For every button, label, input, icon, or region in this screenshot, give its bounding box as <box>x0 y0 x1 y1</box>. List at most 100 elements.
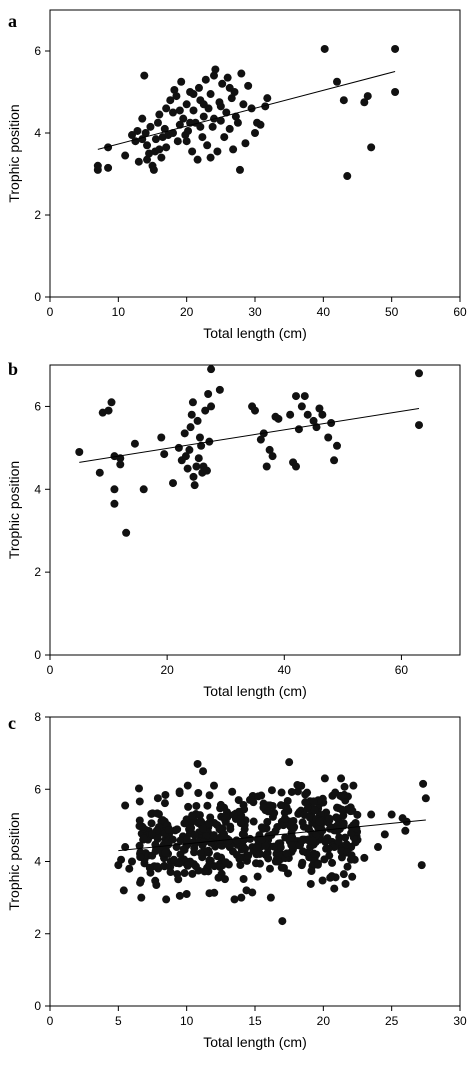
data-point <box>346 855 355 864</box>
data-point <box>188 869 197 878</box>
data-point <box>287 787 296 796</box>
data-point <box>119 886 128 895</box>
data-point <box>130 439 139 448</box>
data-point <box>199 112 208 121</box>
data-point <box>341 833 350 842</box>
data-point <box>285 758 294 767</box>
data-point <box>187 410 196 419</box>
data-point <box>184 802 193 811</box>
data-point <box>257 835 266 844</box>
data-point <box>346 807 355 816</box>
data-point <box>135 816 144 825</box>
data-point <box>235 854 244 863</box>
data-point <box>239 874 248 883</box>
data-point <box>301 790 310 799</box>
data-point <box>230 895 239 904</box>
data-point <box>143 141 152 150</box>
data-point <box>190 481 199 490</box>
data-point <box>138 822 147 831</box>
data-point <box>277 788 286 797</box>
data-point <box>185 445 194 454</box>
data-point <box>210 781 218 790</box>
data-point <box>207 365 216 374</box>
data-point <box>218 79 227 88</box>
data-point <box>161 790 170 799</box>
data-point <box>176 836 185 845</box>
data-point <box>173 825 182 834</box>
data-point <box>276 801 285 810</box>
data-point <box>321 838 330 847</box>
data-point <box>137 893 146 902</box>
x-tick-label: 0 <box>47 663 54 677</box>
data-point <box>303 804 312 813</box>
data-point <box>138 135 147 144</box>
data-point <box>244 851 253 860</box>
data-point <box>175 891 184 900</box>
x-tick-label: 30 <box>453 1014 467 1028</box>
data-point <box>276 843 285 852</box>
data-point <box>122 528 131 537</box>
data-point <box>249 798 258 807</box>
data-point <box>182 100 191 109</box>
data-point <box>326 824 335 833</box>
x-tick-label: 50 <box>385 305 399 319</box>
data-point <box>330 884 339 893</box>
data-point <box>241 139 250 148</box>
data-point <box>203 141 212 150</box>
data-point <box>207 402 216 411</box>
x-tick-label: 20 <box>317 1014 331 1028</box>
data-point <box>294 809 303 818</box>
data-point <box>223 813 232 822</box>
data-point <box>286 410 295 419</box>
data-point <box>339 870 348 879</box>
data-point <box>193 416 202 425</box>
data-point <box>341 879 350 888</box>
data-point <box>274 414 283 423</box>
data-point <box>211 65 220 74</box>
y-tick-label: 4 <box>34 855 41 869</box>
x-axis-title: Total length (cm) <box>203 1034 306 1050</box>
x-tick-label: 0 <box>47 1014 54 1028</box>
data-point <box>360 853 369 862</box>
data-point <box>141 129 150 137</box>
data-point <box>225 836 234 845</box>
data-point <box>349 781 358 790</box>
data-point <box>180 845 189 854</box>
data-point <box>110 485 119 494</box>
data-point <box>247 104 256 113</box>
data-point <box>182 137 191 146</box>
data-point <box>284 869 293 878</box>
data-point <box>198 133 207 142</box>
data-point <box>121 843 130 852</box>
data-point <box>334 837 343 846</box>
data-point <box>325 814 334 823</box>
data-point <box>199 767 208 776</box>
data-point <box>233 118 242 127</box>
data-point <box>268 452 277 461</box>
panel-label: a <box>8 11 17 31</box>
data-point <box>157 153 166 162</box>
data-point <box>251 129 259 137</box>
data-point <box>273 823 282 832</box>
y-tick-label: 2 <box>34 208 41 222</box>
data-point <box>320 774 329 783</box>
panel-label: c <box>8 713 16 733</box>
data-point <box>251 406 259 415</box>
data-point <box>234 796 243 805</box>
data-point <box>199 824 208 833</box>
data-point <box>282 849 291 858</box>
data-point <box>255 849 264 858</box>
data-point <box>183 464 192 473</box>
data-point <box>246 834 255 843</box>
data-point <box>188 811 197 820</box>
x-tick-label: 60 <box>453 305 467 319</box>
data-point <box>181 452 190 461</box>
data-point <box>265 445 274 454</box>
data-point <box>194 454 203 463</box>
data-point <box>153 118 162 127</box>
data-point <box>231 112 240 121</box>
data-point <box>301 798 310 807</box>
data-point <box>297 836 306 845</box>
data-point <box>170 85 179 94</box>
data-point <box>180 819 189 828</box>
